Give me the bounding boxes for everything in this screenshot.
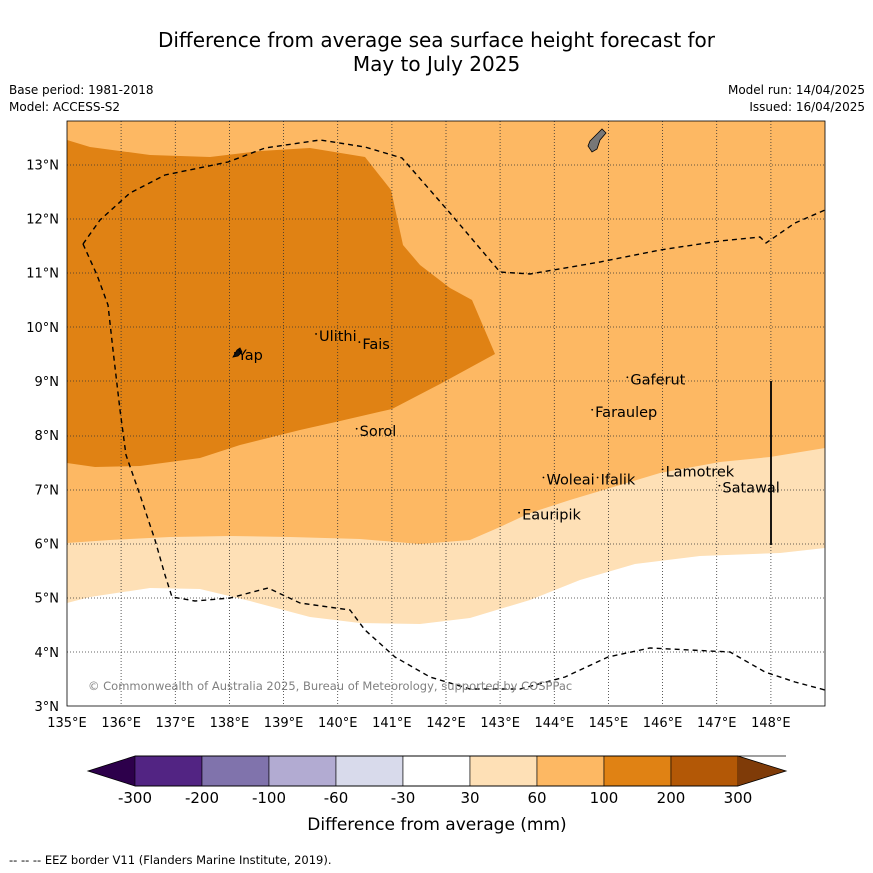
lon-tick-label: 137°E (156, 716, 196, 731)
place-marker (626, 376, 629, 379)
lat-tick-label: 7°N (35, 483, 60, 498)
meta-right: Model run: 14/04/2025 Issued: 16/04/2025 (728, 82, 865, 116)
colorbar-boxes (134, 755, 739, 787)
chart-title: Difference from average sea surface heig… (0, 28, 873, 76)
colorbar-box (603, 755, 672, 787)
lat-tick-label: 9°N (35, 375, 60, 390)
colorbar-tick-label: -200 (185, 789, 219, 807)
eez-footnote: -- -- -- EEZ border V11 (Flanders Marine… (9, 853, 332, 867)
lat-tick-label: 8°N (35, 429, 60, 444)
lat-tick-label: 11°N (26, 267, 59, 282)
colorbar-box (402, 755, 471, 787)
lat-tick-labels: 3°N 4°N 5°N 6°N 7°N 8°N 9°N 10°N 11°N 12°N 13°N (26, 158, 59, 715)
lon-tick-label: 148°E (751, 716, 791, 731)
graticule (67, 121, 825, 706)
lat-tick-label: 3°N (35, 700, 60, 715)
lon-tick-label: 144°E (535, 716, 575, 731)
place-marker (661, 468, 664, 471)
map-frame (66, 120, 826, 707)
colorbar: -300 -200 -100 -60 -30 30 60 100 200 300 Differen… (86, 755, 788, 835)
lon-tick-label: 147°E (697, 716, 737, 731)
band-100-200 (67, 140, 495, 467)
place-label: Yap (237, 348, 263, 364)
model-name: Model: ACCESS-S2 (9, 100, 121, 114)
map-area (67, 121, 825, 706)
colorbar-box (469, 755, 538, 787)
lon-tick-label: 140°E (318, 716, 358, 731)
lon-tick-label: 136°E (101, 716, 141, 731)
lat-tick-label: 5°N (35, 592, 60, 607)
colorbar-box (134, 755, 203, 787)
colorbar-box (670, 755, 739, 787)
lon-tick-label: 138°E (210, 716, 250, 731)
place-marker (358, 341, 361, 343)
lon-tick-label: 146°E (643, 716, 683, 731)
place-label: Satawal (722, 481, 779, 497)
model-run: Model run: 14/04/2025 (727, 83, 865, 97)
colorbar-tick-label: 300 (724, 789, 753, 807)
lon-tick-labels: 135°E 136°E 137°E 138°E 139°E 140°E 141°E 142°E… (47, 716, 790, 731)
place-label: Woleai (546, 473, 594, 489)
place-marker (518, 511, 520, 514)
colorbar-box (268, 755, 337, 787)
colorbar-tick-label: -100 (252, 789, 286, 807)
colorbar-tick-labels: -300 -200 -100 -60 -30 30 60 100 200 300 (118, 789, 752, 807)
lon-tick-label: 145°E (589, 716, 629, 731)
eez-borders (82, 139, 825, 691)
colorbar-box (536, 755, 605, 787)
place-label: Gaferut (630, 372, 685, 388)
lat-tick-label: 4°N (35, 646, 60, 661)
title-line-1: Difference from average sea surface heig… (157, 28, 716, 52)
place-marker (591, 408, 594, 411)
eez-border-north (82, 139, 825, 275)
place-label: Faraulep (595, 405, 657, 421)
lat-tick-label: 10°N (26, 321, 59, 336)
title-line-2: May to July 2025 (352, 52, 521, 76)
lat-tick-label: 6°N (35, 538, 60, 553)
colorbar-tick-label: -30 (391, 789, 416, 807)
place-label: Lamotrek (666, 464, 735, 480)
copyright-text: © Commonwealth of Australia 2025, Bureau… (88, 679, 572, 693)
colorbar-extend-high (738, 756, 786, 786)
colorbar-box (335, 755, 404, 787)
colorbar-tick-label: -300 (118, 789, 152, 807)
place-marker (315, 333, 317, 335)
place-marker (542, 476, 545, 479)
place-marker (355, 427, 358, 430)
colorbar-tick-label: -60 (324, 789, 349, 807)
meta-left: Base period: 1981-2018 Model: ACCESS-S2 (9, 82, 154, 116)
place-marker (233, 352, 236, 354)
base-period: Base period: 1981-2018 (9, 83, 154, 97)
eez-border-west (82, 243, 825, 691)
place-labels: Yap Ulithi Fais Gaferut Faraulep Sorol Lamotre… (233, 329, 780, 524)
place-marker (718, 484, 721, 487)
lon-tick-label: 142°E (426, 716, 466, 731)
place-label: Ifalik (601, 473, 636, 489)
colorbar-tick-label: 100 (590, 789, 619, 807)
colorbar-label: Difference from average (mm) (307, 815, 566, 835)
place-label: Fais (362, 337, 389, 353)
lat-tick-label: 13°N (26, 158, 59, 173)
yap-island (232, 347, 243, 358)
colorbar-tick-label: 30 (460, 789, 479, 807)
lon-tick-label: 139°E (264, 716, 304, 731)
lon-tick-label: 141°E (372, 716, 412, 731)
lon-tick-label: 143°E (480, 716, 520, 731)
guam-island (587, 128, 607, 153)
lat-tick-label: 12°N (26, 213, 59, 228)
place-marker (596, 476, 599, 479)
colorbar-tick-label: 200 (657, 789, 686, 807)
colorbar-extend-low (88, 756, 135, 786)
colorbar-box (201, 755, 270, 787)
colorbar-tick-label: 60 (527, 789, 546, 807)
place-label: Sorol (360, 424, 397, 440)
place-label: Ulithi (319, 329, 357, 345)
place-label: Eauripik (522, 508, 581, 524)
issued-date: Issued: 16/04/2025 (749, 100, 865, 114)
lon-tick-label: 135°E (47, 716, 87, 731)
